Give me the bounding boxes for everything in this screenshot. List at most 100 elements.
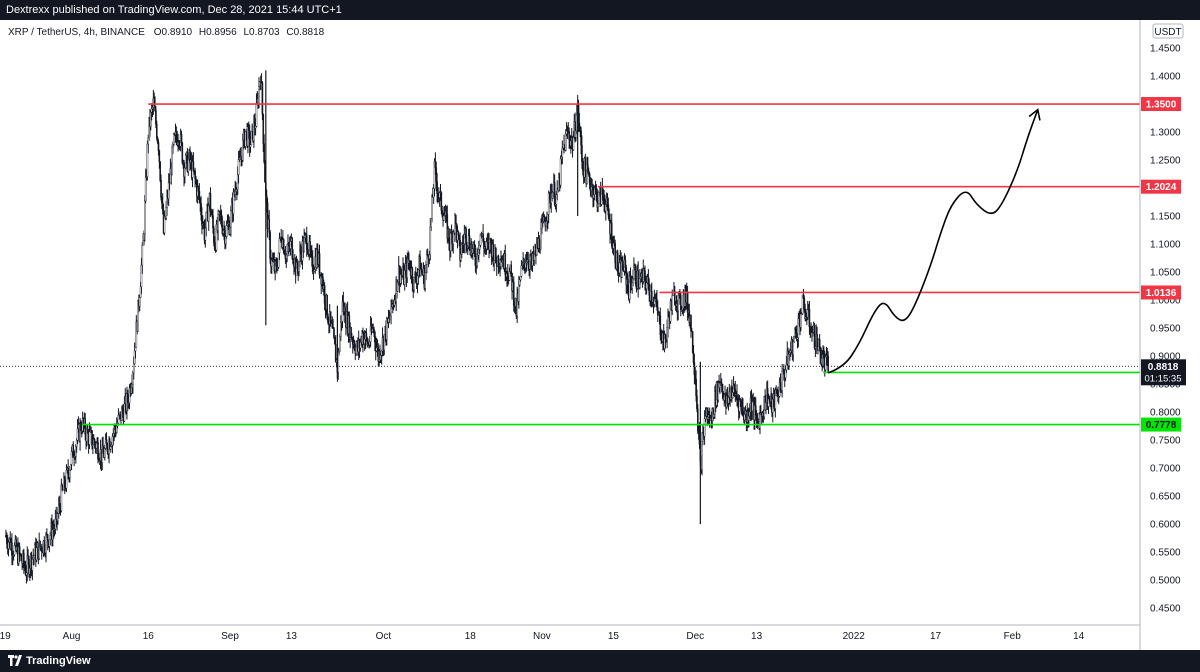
candle-body	[679, 294, 682, 311]
candle-body	[303, 237, 305, 252]
candle-body	[104, 439, 107, 449]
candle-body	[155, 124, 158, 139]
candle-body	[194, 170, 196, 179]
candle-body	[806, 309, 809, 318]
x-tick-label: 16	[143, 631, 155, 642]
candle-body	[518, 279, 521, 286]
x-tick-label: 13	[751, 631, 763, 642]
candle-body	[465, 228, 467, 246]
candle-body	[512, 282, 515, 306]
candle-body	[397, 282, 399, 292]
legend-open: O0.8910	[154, 27, 193, 38]
symbol-name: XRP / TetherUS, 4h, BINANCE	[8, 27, 145, 38]
candle-body	[721, 383, 724, 394]
x-tick-label: Dec	[686, 631, 704, 642]
candle-body	[155, 110, 157, 125]
level-price-label: 1.0136	[1146, 288, 1177, 299]
candle-body	[270, 259, 273, 267]
projection-arrowhead-icon	[1028, 108, 1041, 121]
candle-body	[452, 231, 455, 245]
candle-body	[818, 339, 821, 348]
publisher-bar: Dextrexx published on TradingView.com, D…	[0, 0, 1200, 20]
candle-body	[519, 276, 522, 280]
candle-body	[39, 540, 41, 548]
candle-body	[520, 265, 523, 277]
candle-body	[163, 216, 166, 234]
candle-body	[159, 161, 161, 181]
candle-body	[115, 425, 118, 433]
y-tick-label: 0.9000	[1150, 352, 1181, 363]
candle-body	[633, 267, 635, 279]
candle-body	[704, 416, 707, 419]
candle-body	[137, 299, 139, 332]
y-tick-label: 0.9500	[1150, 324, 1181, 335]
candle-body	[383, 334, 386, 351]
candle-body	[134, 347, 137, 352]
candle-body	[40, 546, 43, 552]
candle-body	[132, 363, 135, 374]
price-chart[interactable]: 1.45001.40001.35001.30001.25001.20001.15…	[0, 20, 1200, 650]
candle-body	[101, 445, 104, 463]
candle-body	[784, 369, 787, 378]
candle-body	[827, 355, 829, 372]
legend-high: H0.8956	[199, 27, 237, 38]
candle-body	[207, 205, 210, 222]
candle-body	[751, 401, 754, 411]
candle-body	[147, 137, 150, 145]
candle-body	[173, 133, 175, 145]
candle-body	[95, 443, 98, 449]
candle-body	[209, 193, 212, 212]
time-axis[interactable]: 19 Aug 16 Sep 13 Oct 18 Nov 15 Dec 13 2022 17 Feb 14	[0, 631, 1085, 642]
publisher-text: Dextrexx published on TradingView.com, D…	[6, 4, 342, 16]
candle-body	[690, 315, 692, 332]
symbol-legend[interactable]: XRP / TetherUS, 4h, BINANCE O0.8910 H0.8…	[8, 27, 325, 38]
candle-body	[813, 324, 816, 349]
candle-body	[440, 192, 443, 211]
candle-body	[263, 143, 265, 163]
x-tick-label: Nov	[533, 631, 551, 642]
candle-body	[479, 233, 482, 246]
candle-body	[144, 177, 147, 202]
candle-body	[632, 278, 634, 283]
candle-body	[482, 233, 484, 242]
candle-body	[11, 542, 13, 556]
candle-body	[801, 294, 804, 314]
candle-body	[291, 237, 294, 259]
candle-body	[192, 161, 195, 171]
candle-body	[712, 408, 714, 418]
candle-body	[581, 144, 583, 162]
level-price-label: 1.3500	[1146, 100, 1177, 111]
y-tick-label: 0.8000	[1150, 408, 1181, 419]
x-tick-label: 2022	[843, 631, 866, 642]
candle-body	[67, 468, 69, 474]
candle-body	[106, 443, 109, 452]
candle-body	[697, 408, 699, 432]
candle-body	[561, 147, 564, 158]
candle-body	[696, 395, 698, 409]
candle-body	[198, 191, 201, 200]
x-tick-label: Sep	[221, 631, 239, 642]
candle-body	[60, 484, 63, 512]
currency-badge[interactable]	[1152, 23, 1184, 39]
candle-body	[109, 446, 112, 450]
candle-body	[158, 150, 161, 162]
x-tick-label: 14	[1073, 631, 1085, 642]
candle-body	[792, 341, 795, 355]
candle-body	[213, 227, 215, 243]
candle-body	[338, 350, 340, 353]
x-tick-label: Oct	[376, 631, 392, 642]
candle-body	[431, 196, 433, 219]
candle-body	[339, 336, 341, 352]
candle-body	[92, 444, 94, 447]
candle-body	[637, 270, 639, 289]
chart-frame[interactable]: 1.45001.40001.35001.30001.25001.20001.15…	[0, 20, 1200, 650]
candle-body	[614, 243, 616, 263]
candle-body	[424, 272, 426, 289]
candle-body	[305, 234, 308, 250]
candle-body	[504, 253, 507, 275]
projection-path[interactable]	[827, 109, 1039, 374]
candle-body	[237, 159, 240, 175]
candle-body	[403, 270, 406, 285]
tradingview-logo-icon	[8, 655, 22, 666]
price-axis[interactable]: 1.45001.40001.35001.30001.25001.20001.15…	[1150, 44, 1181, 615]
